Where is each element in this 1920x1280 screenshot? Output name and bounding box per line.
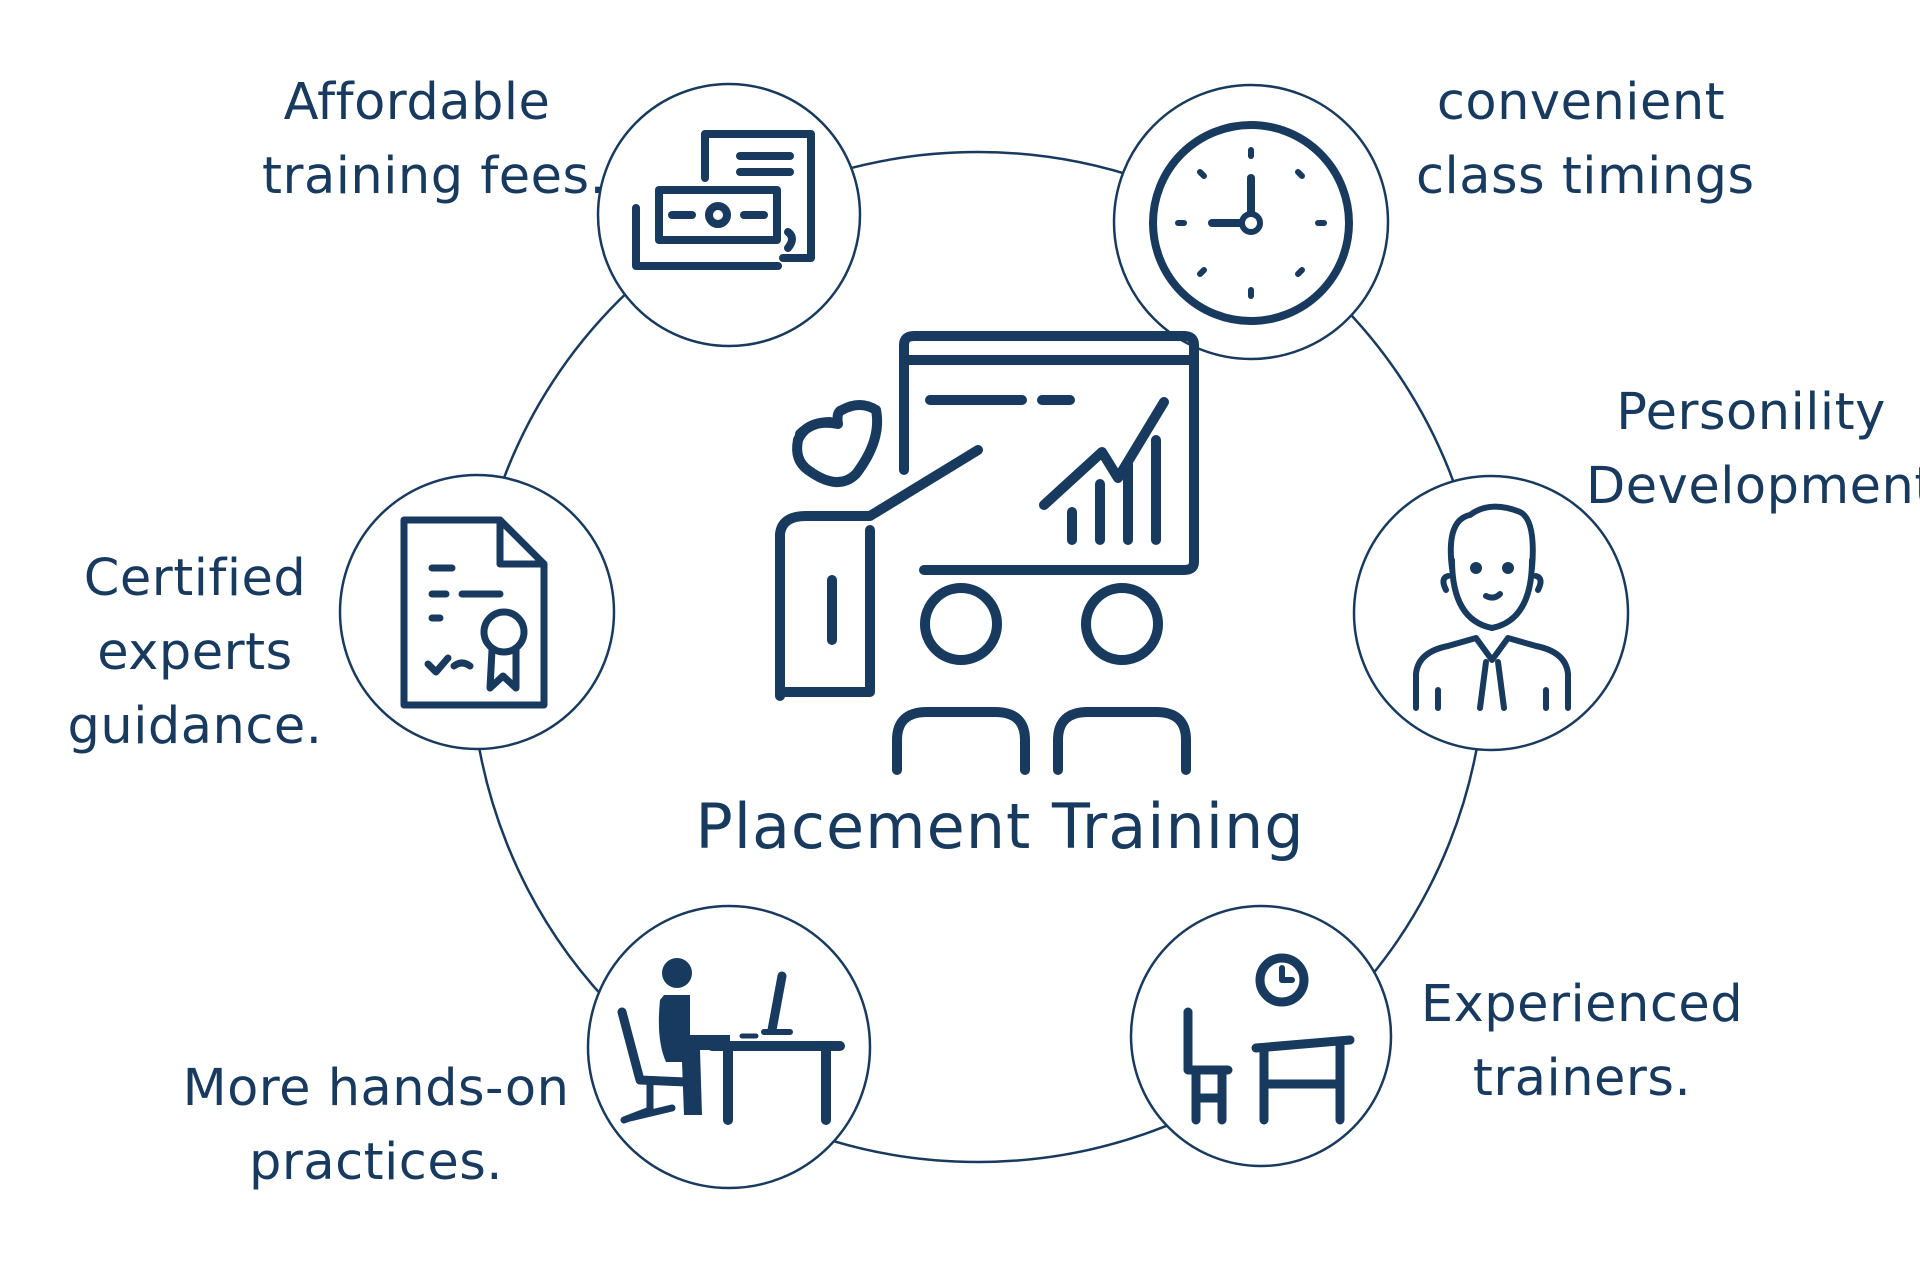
- label-handson-line2: practices.: [249, 1133, 503, 1192]
- certificate-icon: [400, 516, 548, 709]
- label-timings-line2: class timings: [1416, 147, 1755, 206]
- label-trainers-line2: trainers.: [1472, 1049, 1692, 1108]
- label-handson-line1: More hands-on: [182, 1059, 570, 1118]
- label-fees-line1: Affordable: [283, 73, 551, 132]
- label-trainers-line1: Experienced: [1420, 975, 1744, 1034]
- label-certified-line3: guidance.: [67, 697, 323, 756]
- person-tie-icon: [1413, 503, 1571, 711]
- center-title: Placement Training: [695, 790, 1305, 863]
- label-timings-line1: convenient: [1436, 73, 1726, 132]
- label-timings: convenient class timings: [1416, 66, 1755, 214]
- computer-desk-icon: [617, 958, 845, 1125]
- label-personality: Personility Development: [1586, 376, 1920, 524]
- label-certified-line1: Certified: [83, 549, 307, 608]
- label-personality-line2: Development: [1586, 457, 1920, 516]
- label-certified: Certified experts guidance.: [55, 542, 335, 764]
- presentation-trainer-icon: [775, 331, 1199, 775]
- label-fees-line2: training fees.: [262, 147, 607, 206]
- label-handson: More hands-on practices.: [176, 1052, 576, 1200]
- clock-icon: [1149, 121, 1353, 325]
- label-fees: Affordable training fees.: [262, 66, 607, 214]
- label-certified-line2: experts: [97, 623, 293, 682]
- classroom-desk-icon: [1183, 953, 1355, 1125]
- label-trainers: Experienced trainers.: [1412, 968, 1752, 1116]
- label-personality-line1: Personility: [1616, 383, 1886, 442]
- money-bills-icon: [632, 130, 815, 270]
- node-personality: [1352, 474, 1630, 752]
